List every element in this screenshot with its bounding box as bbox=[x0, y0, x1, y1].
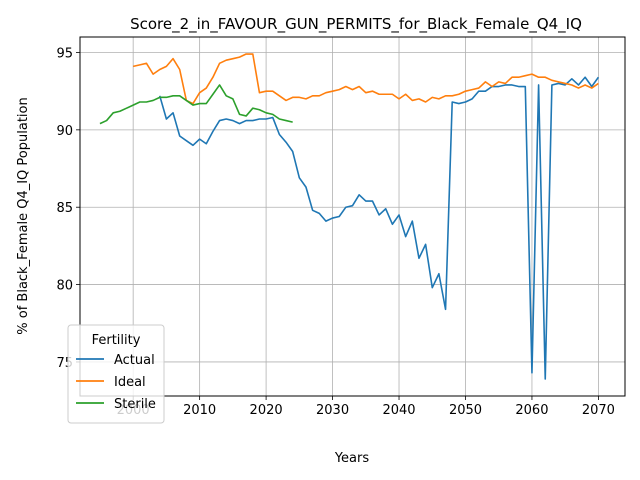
x-tick-label: 2070 bbox=[582, 403, 615, 418]
legend: Fertility Actual Ideal Sterile bbox=[67, 324, 165, 424]
legend-title: Fertility bbox=[92, 333, 141, 348]
x-tick-label: 2050 bbox=[449, 403, 482, 418]
x-tick-label: 2060 bbox=[515, 403, 548, 418]
y-tick-label: 95 bbox=[56, 46, 73, 61]
legend-label-ideal: Ideal bbox=[114, 375, 146, 390]
x-axis-label: Years bbox=[334, 451, 370, 466]
y-tick-label: 80 bbox=[56, 279, 73, 294]
legend-label-actual: Actual bbox=[114, 353, 155, 368]
plot-area-frame bbox=[79, 36, 626, 397]
chart-title: Score_2_in_FAVOUR_GUN_PERMITS_for_Black_… bbox=[130, 15, 582, 34]
legend-items: Actual Ideal Sterile bbox=[76, 353, 156, 412]
series-line-ideal bbox=[132, 53, 599, 105]
y-axis-label: % of Black_Female Q4_IQ Population bbox=[16, 97, 31, 334]
y-tick-label: 90 bbox=[56, 124, 73, 139]
x-tick-label: 2010 bbox=[183, 403, 216, 418]
series-line-actual bbox=[158, 76, 600, 380]
legend-label-sterile: Sterile bbox=[114, 397, 156, 412]
series-lines bbox=[99, 53, 600, 380]
series-line-sterile bbox=[99, 84, 293, 125]
y-tick-label: 85 bbox=[56, 201, 73, 216]
legend-box bbox=[67, 324, 165, 424]
x-tick-label: 2030 bbox=[316, 403, 349, 418]
x-tick-label: 2020 bbox=[250, 403, 283, 418]
x-tick-label: 2040 bbox=[382, 403, 415, 418]
